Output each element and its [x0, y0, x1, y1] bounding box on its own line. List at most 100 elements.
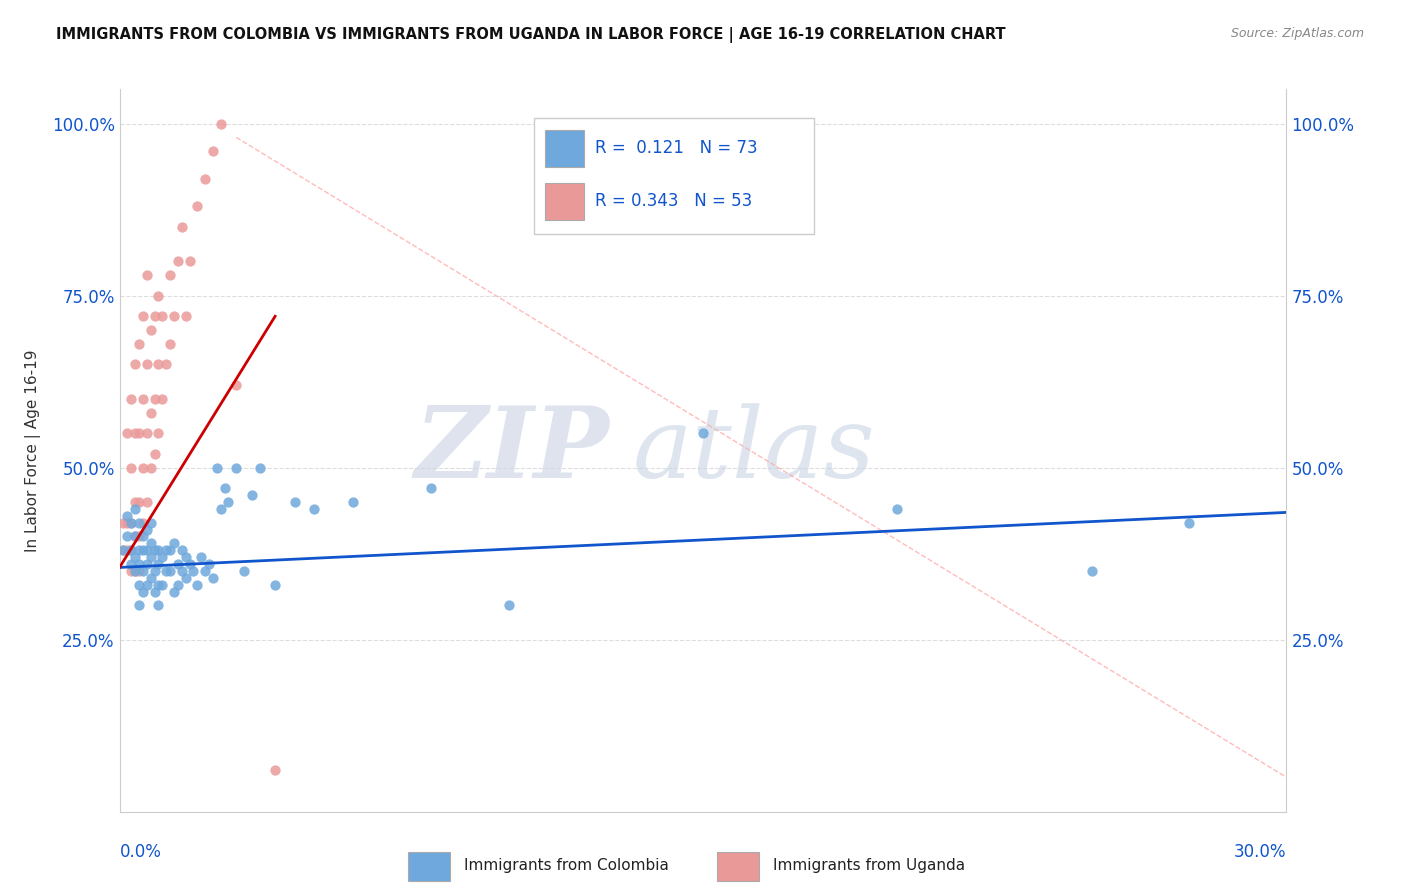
Point [124, 564, 146, 578]
Point [1178, 516, 1201, 530]
Point [143, 543, 166, 558]
Point [128, 557, 150, 571]
Point [132, 392, 155, 406]
Point [166, 577, 188, 591]
Point [143, 564, 166, 578]
Point [120, 564, 142, 578]
Point [132, 564, 155, 578]
Point [128, 495, 150, 509]
Point [159, 336, 181, 351]
Point [174, 310, 197, 324]
Point [163, 584, 186, 599]
Point [155, 358, 177, 372]
Point [132, 310, 155, 324]
Point [135, 557, 157, 571]
Point [186, 199, 208, 213]
Point [214, 481, 236, 495]
Point [139, 550, 162, 565]
Point [240, 488, 263, 502]
Text: Immigrants from Uganda: Immigrants from Uganda [773, 858, 966, 872]
Point [135, 523, 157, 537]
Point [139, 571, 162, 585]
Point [148, 557, 170, 571]
Text: 30.0%: 30.0% [1234, 843, 1286, 861]
Point [139, 323, 162, 337]
Text: Source: ZipAtlas.com: Source: ZipAtlas.com [1230, 27, 1364, 40]
Text: IMMIGRANTS FROM COLOMBIA VS IMMIGRANTS FROM UGANDA IN LABOR FORCE | AGE 16-19 CO: IMMIGRANTS FROM COLOMBIA VS IMMIGRANTS F… [56, 27, 1005, 43]
Point [112, 543, 135, 558]
Point [132, 543, 155, 558]
Point [342, 495, 364, 509]
Point [124, 529, 146, 543]
Point [166, 254, 188, 268]
Text: 0.0%: 0.0% [120, 843, 162, 861]
Point [209, 117, 232, 131]
Point [498, 599, 520, 613]
Point [190, 550, 212, 565]
Point [120, 516, 142, 530]
Point [205, 460, 228, 475]
Point [148, 288, 170, 302]
Point [194, 171, 217, 186]
Point [128, 543, 150, 558]
Point [139, 536, 162, 550]
Point [124, 550, 146, 565]
Point [170, 543, 193, 558]
Point [124, 564, 146, 578]
Point [139, 406, 162, 420]
Point [117, 508, 139, 523]
Point [128, 599, 150, 613]
Point [128, 564, 150, 578]
Point [284, 495, 307, 509]
Point [143, 392, 166, 406]
Point [419, 481, 441, 495]
Y-axis label: In Labor Force | Age 16-19: In Labor Force | Age 16-19 [24, 349, 41, 552]
Point [155, 543, 177, 558]
Point [225, 460, 247, 475]
Point [128, 426, 150, 441]
Point [170, 564, 193, 578]
Point [117, 516, 139, 530]
Point [120, 392, 142, 406]
Point [124, 529, 146, 543]
Point [135, 543, 157, 558]
Point [159, 564, 181, 578]
Point [117, 426, 139, 441]
Point [166, 557, 188, 571]
Point [128, 577, 150, 591]
Point [128, 516, 150, 530]
Point [150, 392, 173, 406]
Point [264, 577, 287, 591]
Point [143, 310, 166, 324]
FancyBboxPatch shape [408, 852, 450, 881]
Point [194, 564, 217, 578]
FancyBboxPatch shape [717, 852, 759, 881]
Point [120, 543, 142, 558]
Text: atlas: atlas [633, 403, 876, 498]
Point [132, 460, 155, 475]
Point [128, 529, 150, 543]
Point [170, 219, 193, 234]
Point [163, 536, 186, 550]
Point [225, 378, 247, 392]
Point [155, 564, 177, 578]
Point [183, 564, 205, 578]
Point [148, 426, 170, 441]
Point [1081, 564, 1104, 578]
Point [132, 584, 155, 599]
Point [201, 144, 224, 158]
Point [198, 557, 221, 571]
Point [112, 543, 135, 558]
Point [124, 358, 146, 372]
Point [132, 516, 155, 530]
Point [148, 358, 170, 372]
Point [148, 543, 170, 558]
Point [124, 426, 146, 441]
Point [120, 557, 142, 571]
Text: ZIP: ZIP [415, 402, 610, 499]
Point [179, 557, 201, 571]
Point [120, 543, 142, 558]
Point [135, 577, 157, 591]
Point [139, 460, 162, 475]
Point [174, 550, 197, 565]
